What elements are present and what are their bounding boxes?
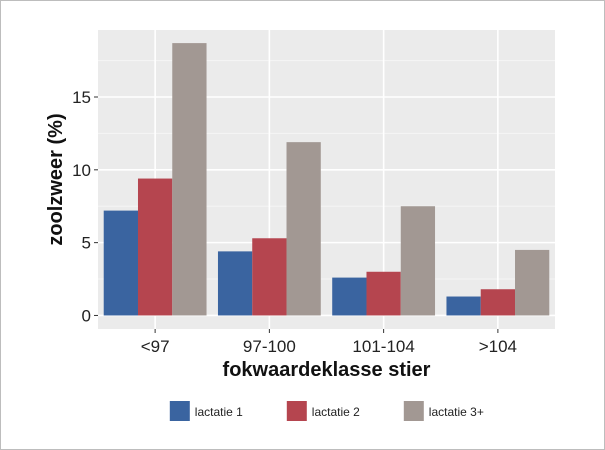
y-tick-label: 0: [82, 306, 91, 325]
legend-key: [403, 401, 424, 421]
y-axis-title: zoolzweer (%): [45, 113, 67, 245]
bar: [103, 210, 138, 316]
bar: [286, 142, 321, 316]
bar: [446, 296, 481, 316]
x-tick-label: 97-100: [243, 337, 296, 356]
legend-label: lactatie 2: [312, 405, 360, 419]
legend-key: [169, 401, 190, 421]
y-axis: 0 5 10 15: [72, 88, 98, 325]
x-tick-label: 101-104: [352, 337, 414, 356]
y-tick-label: 10: [72, 161, 91, 180]
x-axis-title: fokwaardeklasse stier: [223, 359, 431, 381]
bar: [366, 271, 401, 316]
legend-label: lactatie 1: [195, 405, 243, 419]
x-axis: <97 97-100 101-104 >104: [141, 329, 517, 356]
bar: [217, 251, 253, 316]
bars: [103, 43, 550, 316]
bar: [137, 178, 173, 316]
legend: lactatie 1 lactatie 2 lactatie 3+: [169, 401, 484, 421]
bar: [400, 206, 436, 316]
y-tick-label: 15: [72, 88, 91, 107]
bar: [480, 289, 516, 316]
bar: [172, 43, 207, 316]
legend-key: [286, 401, 307, 421]
bar: [252, 238, 287, 316]
bar: [515, 249, 550, 316]
x-tick-label: <97: [141, 337, 170, 356]
bar: [332, 277, 367, 316]
y-tick-label: 5: [82, 234, 91, 253]
x-tick-label: >104: [479, 337, 517, 356]
legend-label: lactatie 3+: [429, 405, 484, 419]
